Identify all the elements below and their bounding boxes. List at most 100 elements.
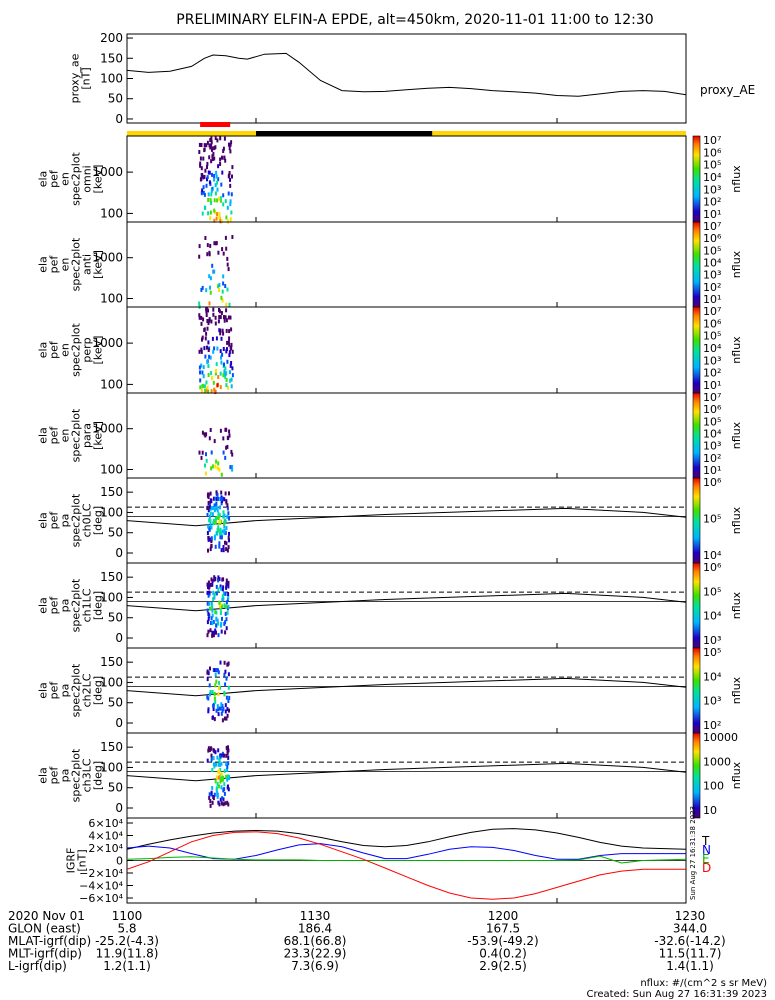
en-anti-pixel [209, 285, 211, 290]
en-omni-pixel [210, 200, 213, 205]
en-omni-pixel [200, 191, 203, 196]
en-perp-pixel [210, 389, 213, 394]
pa-ch0-pixel [220, 530, 223, 535]
science-zone-segment [256, 131, 433, 136]
proxy-ae-ytick-label: 200 [100, 31, 123, 45]
pa-ch0-pixel [228, 516, 231, 521]
en-para-colorbar-label: nflux [730, 421, 743, 449]
en-perp-pixel [221, 352, 224, 357]
en-omni-pixel [223, 155, 226, 160]
pa-ch0-pixel [209, 506, 212, 511]
en-anti-colorbar-tick: 10³ [703, 269, 721, 282]
pa-ch3-pixel [222, 802, 225, 807]
pa-ch3-pixel [226, 768, 229, 772]
en-omni-ylabel-3: spec2plot [70, 152, 83, 206]
pa-ch1-pixel [224, 611, 227, 616]
pa-ch3-pixel [212, 796, 215, 801]
pa-ch3-pixel [221, 796, 224, 801]
pa-ch1-ytick-label: 50 [108, 611, 123, 625]
pa-ch3-pixel [218, 802, 221, 807]
pa-ch1-pixel [207, 612, 210, 617]
en-anti-pixel [209, 276, 212, 281]
pa-ch1-ytick-label: 100 [100, 590, 123, 604]
pa-ch2-pixel [215, 679, 218, 684]
en-omni-colorbar-label: nflux [730, 165, 743, 193]
pa-ch2-pixel [225, 716, 228, 721]
pa-ch3-pixel [227, 761, 230, 766]
en-perp-pixel [200, 321, 203, 326]
en-omni-pixel [214, 136, 217, 140]
en-omni-pixel [203, 148, 206, 153]
en-anti-ylabel-3: spec2plot [70, 237, 83, 291]
pa-ch3-ylabel-0: ela [37, 767, 50, 784]
en-omni-pixel [228, 146, 231, 151]
pa-ch0-pixel [222, 510, 225, 515]
pa-ch3-pixel [227, 802, 230, 807]
pa-ch1-pixel [213, 595, 216, 600]
pa-ch0-colorbar-label: nflux [730, 506, 743, 534]
en-para-pixel [201, 430, 204, 435]
en-perp-pixel [206, 385, 209, 390]
pa-ch1-pixel [223, 621, 226, 626]
en-para-colorbar-tick: 10⁶ [703, 403, 722, 416]
pa-ch0-pixel [209, 521, 212, 526]
en-perp-pixel [213, 389, 216, 394]
en-omni-colorbar-tick: 10³ [703, 183, 721, 196]
pa-ch0-pixel [216, 492, 219, 497]
pa-ch0-ylabel-2: pa [59, 514, 72, 528]
proxy-ae-ytick-label: 100 [100, 72, 123, 86]
pa-ch1-pixel [217, 621, 219, 626]
en-para-pixel [210, 450, 213, 455]
pa-ch2-colorbar-tick: 10⁵ [703, 646, 721, 659]
pa-ch0-pixel [207, 524, 210, 529]
en-anti-pixel [208, 301, 211, 306]
pa-ch2-ytick-label: 100 [100, 675, 123, 689]
en-omni-pixel [224, 199, 227, 204]
en-perp-pixel [200, 347, 203, 352]
science-zone-segment [127, 131, 256, 136]
en-perp-pixel [207, 308, 209, 313]
pa-ch1-pixel [212, 590, 215, 595]
pa-ch2-pixel [226, 662, 229, 667]
pa-ch0-pixel [222, 548, 225, 553]
pa-ch1-pixel [213, 577, 216, 582]
en-perp-pixel [223, 318, 226, 323]
en-perp-pixel [215, 336, 218, 341]
pa-ch0-ylabel-4: ch0LC [81, 503, 94, 537]
pa-ch1-pixel [213, 630, 215, 635]
pa-ch0-ytick-label: 0 [115, 546, 123, 560]
pa-ch1-pixel [211, 613, 214, 618]
en-para-pixel [215, 459, 218, 464]
pa-ch1-ylabel-4: ch1LC [81, 588, 94, 622]
en-omni-ylabel-1: pef [48, 169, 61, 188]
pa-ch1-pixel [211, 579, 214, 584]
en-para-pixel [226, 444, 229, 449]
en-para-pixel [231, 452, 234, 457]
en-anti-pixel [228, 302, 231, 307]
pa-ch2-pixel [213, 668, 216, 673]
pa-ch2-pixel [219, 685, 222, 690]
en-omni-pixel [216, 138, 219, 143]
pa-ch1-pixel [217, 575, 220, 580]
en-omni-pixel [202, 175, 205, 180]
pa-ch1-pixel [207, 616, 210, 621]
en-omni-pixel [230, 210, 233, 215]
pa-ch2-pixel [214, 672, 217, 677]
en-omni-pixel [224, 158, 227, 163]
footer-created: Created: Sun Aug 27 16:31:39 2023 [587, 989, 767, 1000]
en-omni-pixel [198, 150, 201, 154]
pa-ch0-ylabel-0: ela [37, 512, 50, 529]
pa-ch0-pixel [212, 506, 214, 511]
en-omni-pixel [216, 212, 219, 217]
en-perp-colorbar-tick: 10¹ [703, 379, 721, 392]
pa-ch3-pixel [220, 761, 223, 766]
en-anti-pixel [217, 250, 220, 255]
en-perp-pixel [212, 312, 215, 317]
proxy-ae-line [126, 52, 687, 97]
en-para-pixel [222, 450, 225, 455]
en-para-pixel [225, 445, 228, 450]
info-row-value: 1.4(1.1) [666, 959, 714, 973]
igrf-ylabel-0: IGRF [65, 848, 78, 874]
en-perp-ytick-label: 100 [100, 377, 123, 391]
en-omni-pixel [229, 183, 232, 188]
